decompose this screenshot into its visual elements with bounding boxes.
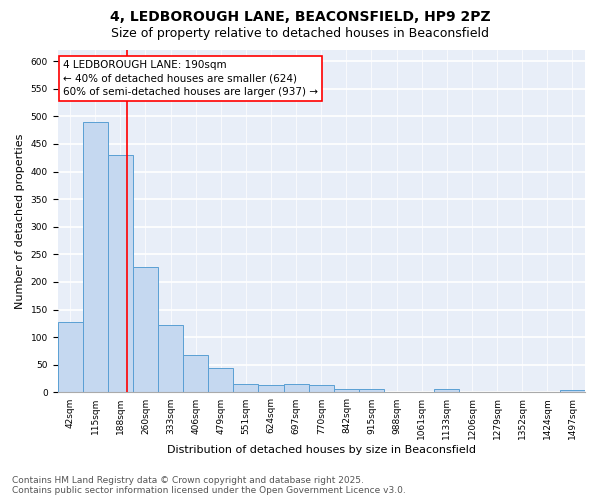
Text: Size of property relative to detached houses in Beaconsfield: Size of property relative to detached ho… (111, 28, 489, 40)
Text: Contains HM Land Registry data © Crown copyright and database right 2025.
Contai: Contains HM Land Registry data © Crown c… (12, 476, 406, 495)
Bar (233, 384, 259, 392)
Bar (334, 388, 359, 392)
Bar (434, 389, 460, 392)
Bar (108, 155, 133, 392)
Bar (359, 388, 384, 392)
Bar (83, 122, 108, 392)
Bar (58, 322, 83, 392)
Bar (133, 266, 158, 392)
Text: 4 LEDBOROUGH LANE: 190sqm
← 40% of detached houses are smaller (624)
60% of semi: 4 LEDBOROUGH LANE: 190sqm ← 40% of detac… (63, 60, 318, 96)
Bar (158, 325, 183, 392)
Bar (284, 384, 309, 392)
Y-axis label: Number of detached properties: Number of detached properties (15, 134, 25, 309)
Bar (208, 368, 233, 392)
Bar (560, 390, 585, 392)
Bar (309, 386, 334, 392)
Text: 4, LEDBOROUGH LANE, BEACONSFIELD, HP9 2PZ: 4, LEDBOROUGH LANE, BEACONSFIELD, HP9 2P… (110, 10, 490, 24)
X-axis label: Distribution of detached houses by size in Beaconsfield: Distribution of detached houses by size … (167, 445, 476, 455)
Bar (183, 355, 208, 393)
Bar (259, 386, 284, 392)
